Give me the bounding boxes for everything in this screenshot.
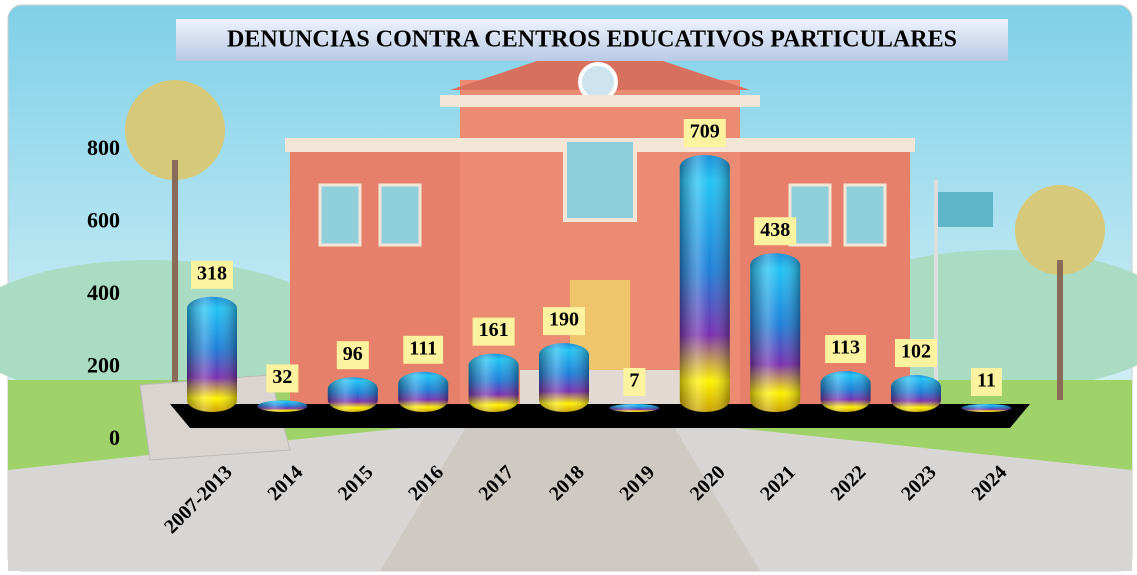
value-label: 709 xyxy=(690,121,720,143)
y-tick-label: 0 xyxy=(109,425,120,450)
page: {"chart_data": {"type": "bar", "title": … xyxy=(0,0,1137,575)
bar xyxy=(257,400,307,412)
bar xyxy=(821,371,871,412)
y-tick-label: 600 xyxy=(87,208,120,233)
value-label: 32 xyxy=(272,366,292,388)
bar-shade xyxy=(961,404,1011,412)
bar-shade xyxy=(891,375,941,412)
bar xyxy=(680,155,730,412)
value-label: 96 xyxy=(343,343,363,365)
value-label: 113 xyxy=(831,337,860,359)
y-tick-label: 400 xyxy=(87,280,120,305)
value-label: 7 xyxy=(629,370,639,392)
bar xyxy=(609,404,659,412)
bar-shade xyxy=(821,371,871,412)
value-label: 102 xyxy=(901,341,931,363)
bar-shade xyxy=(680,155,730,412)
value-label: 161 xyxy=(479,319,509,341)
bar xyxy=(328,377,378,412)
value-label: 438 xyxy=(760,219,790,241)
bar-shade xyxy=(328,377,378,412)
bar xyxy=(961,404,1011,412)
bar-shade xyxy=(398,372,448,412)
bar xyxy=(398,372,448,412)
bar xyxy=(539,343,589,412)
bar xyxy=(750,253,800,412)
value-label: 111 xyxy=(409,337,437,359)
bar xyxy=(187,297,237,412)
bar-shade xyxy=(469,354,519,412)
value-label: 11 xyxy=(977,370,996,392)
value-label: 190 xyxy=(549,309,579,331)
bar-shade xyxy=(750,253,800,412)
bar xyxy=(891,375,941,412)
y-tick-label: 800 xyxy=(87,135,120,160)
chart-title: DENUNCIAS CONTRA CENTROS EDUCATIVOS PART… xyxy=(227,27,957,53)
bar-shade xyxy=(539,343,589,412)
bar-shade xyxy=(609,404,659,412)
bar xyxy=(469,354,519,412)
y-tick-label: 200 xyxy=(87,353,120,378)
bar-shade xyxy=(187,297,237,412)
chart: DENUNCIAS CONTRA CENTROS EDUCATIVOS PART… xyxy=(0,0,1137,575)
bar-shade xyxy=(257,400,307,412)
value-label: 318 xyxy=(197,262,227,284)
